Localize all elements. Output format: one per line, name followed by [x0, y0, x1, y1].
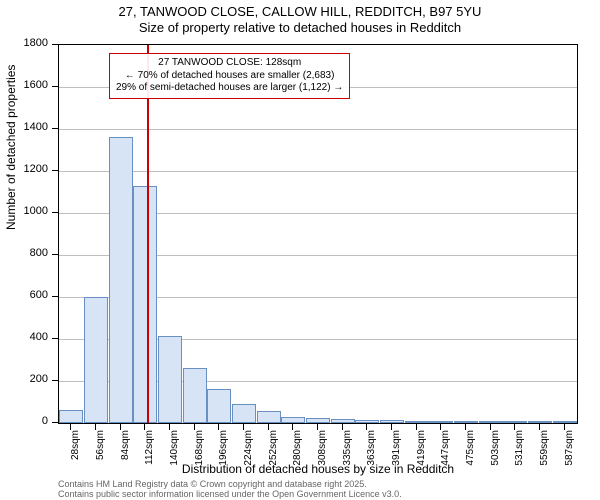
annotation-box: 27 TANWOOD CLOSE: 128sqm← 70% of detache… [109, 53, 350, 99]
ytick-label: 1000 [0, 205, 48, 217]
histogram-bar [331, 419, 355, 423]
annotation-line1: ← 70% of detached houses are smaller (2,… [116, 70, 343, 83]
histogram-bar [133, 186, 157, 423]
gridline [59, 171, 577, 172]
ytick [52, 44, 58, 45]
reference-line [147, 45, 149, 423]
ytick [52, 380, 58, 381]
ytick-label: 200 [0, 373, 48, 385]
histogram-bar [109, 137, 133, 423]
histogram-bar [454, 421, 478, 423]
ytick-label: 600 [0, 289, 48, 301]
chart-title-1: 27, TANWOOD CLOSE, CALLOW HILL, REDDITCH… [0, 4, 600, 19]
footer-text: Contains HM Land Registry data © Crown c… [58, 480, 402, 500]
footer-line2: Contains public sector information licen… [58, 490, 402, 500]
ytick-label: 1200 [0, 163, 48, 175]
annotation-title: 27 TANWOOD CLOSE: 128sqm [116, 57, 343, 70]
histogram-bar [207, 389, 231, 423]
ytick [52, 422, 58, 423]
histogram-bar [479, 421, 503, 423]
ytick-label: 400 [0, 331, 48, 343]
ytick [52, 338, 58, 339]
histogram-bar [84, 297, 108, 423]
ytick [52, 254, 58, 255]
ytick [52, 128, 58, 129]
ytick-label: 0 [0, 415, 48, 427]
ytick-label: 1800 [0, 37, 48, 49]
histogram-bar [59, 410, 83, 423]
histogram-bar [158, 336, 182, 423]
histogram-bar [355, 420, 379, 423]
ytick-label: 1400 [0, 121, 48, 133]
annotation-line2: 29% of semi-detached houses are larger (… [116, 82, 343, 95]
ytick [52, 296, 58, 297]
x-axis-title: Distribution of detached houses by size … [58, 462, 578, 476]
gridline [59, 129, 577, 130]
histogram-bar [405, 421, 429, 423]
histogram-bar [429, 421, 453, 423]
ytick-label: 800 [0, 247, 48, 259]
histogram-bar [553, 421, 577, 423]
histogram-bar [528, 421, 552, 423]
chart-title-2: Size of property relative to detached ho… [0, 20, 600, 35]
ytick [52, 86, 58, 87]
plot-area: 27 TANWOOD CLOSE: 128sqm← 70% of detache… [58, 44, 578, 424]
histogram-bar [380, 420, 404, 423]
histogram-bar [183, 368, 207, 423]
ytick [52, 212, 58, 213]
histogram-bar [232, 404, 256, 423]
histogram-bar [281, 417, 305, 423]
histogram-bar [306, 418, 330, 423]
histogram-bar [257, 411, 281, 423]
ytick-label: 1600 [0, 79, 48, 91]
histogram-bar [503, 421, 527, 423]
ytick [52, 170, 58, 171]
